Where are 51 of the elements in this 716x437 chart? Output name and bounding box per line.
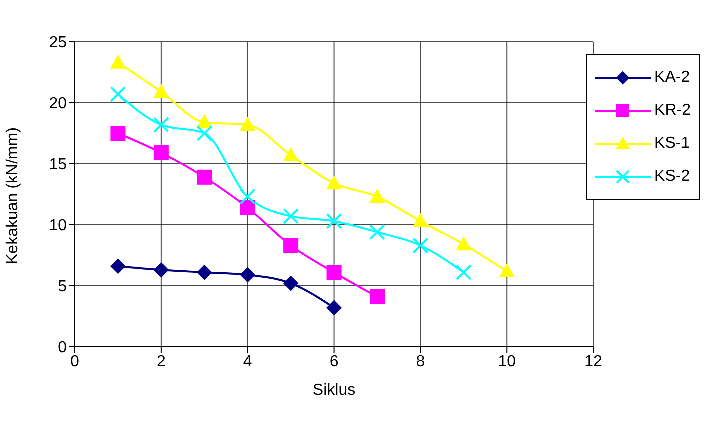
point [110,126,126,141]
point [197,265,212,280]
point [456,264,472,281]
legend-label: KA-2 [654,68,690,86]
point [240,117,256,132]
point [110,258,126,274]
point [326,213,342,230]
point [369,224,386,240]
point [154,146,169,161]
y-tick-label: 10 [49,218,68,235]
y-tick-label: 15 [49,156,68,174]
point [500,264,515,278]
point [153,116,170,133]
y-tick-label: 25 [49,34,68,52]
x-tick-label: 2 [156,353,166,370]
x-tick-label: 4 [243,353,252,370]
point [283,208,300,224]
x-tick-label: 6 [330,353,339,370]
legend-label: KR-2 [654,102,691,120]
point [284,238,299,254]
x-tick-label: 12 [584,353,603,370]
point [284,148,299,162]
point [456,237,472,251]
point [110,86,126,102]
point [197,170,212,185]
point [284,276,299,292]
y-tick-label: 0 [58,340,68,357]
point [326,265,342,280]
point [196,126,213,142]
x-tick-label: 10 [498,353,516,370]
point [197,115,212,129]
x-tick-label: 0 [70,353,80,370]
point [154,84,169,98]
point [240,200,256,216]
point [370,289,385,304]
legend-label: KS-1 [654,134,690,152]
point [240,188,256,205]
point [326,300,342,316]
point [326,176,342,190]
point [412,238,429,254]
point [240,268,256,283]
x-axis-title: Siklus [312,382,356,399]
legend-label: KS-2 [654,168,690,186]
y-tick-label: 20 [49,96,68,113]
x-tick-label: 8 [416,353,426,370]
point [370,189,385,204]
point [110,55,126,69]
y-axis-title: Kekakuan (kN/mm) [4,128,22,264]
point [413,214,428,228]
point [154,262,169,278]
y-tick-label: 5 [58,278,68,296]
